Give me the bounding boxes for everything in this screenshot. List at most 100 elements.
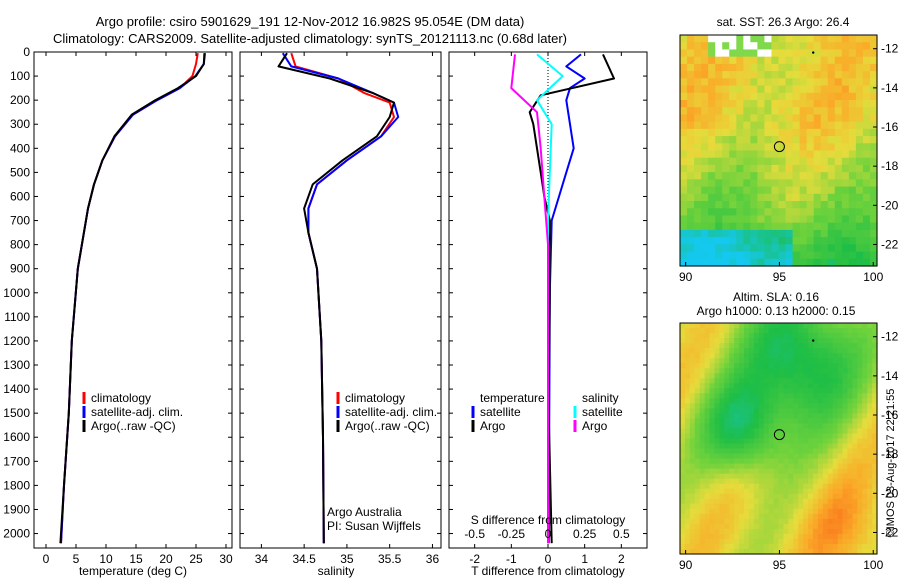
map-cell bbox=[758, 528, 765, 535]
map-cell bbox=[857, 503, 863, 510]
map-cell bbox=[724, 358, 730, 364]
map-cell bbox=[736, 251, 744, 260]
map-cell bbox=[680, 358, 686, 364]
map-cell bbox=[799, 157, 808, 166]
map-cell bbox=[822, 333, 829, 339]
map-cell bbox=[773, 483, 780, 490]
map-cell bbox=[855, 157, 864, 166]
map-cell bbox=[812, 353, 819, 359]
map-cell bbox=[680, 433, 686, 440]
map-cell bbox=[778, 358, 785, 364]
map-cell bbox=[837, 378, 844, 384]
map-cell bbox=[734, 428, 740, 435]
map-cell bbox=[820, 193, 829, 202]
map-cell bbox=[744, 388, 750, 394]
x-tick-label: -2 bbox=[469, 552, 480, 566]
map-cell bbox=[862, 503, 868, 510]
map-cell bbox=[817, 543, 824, 550]
y-tick-label: -12 bbox=[881, 42, 899, 56]
y-tick-label: -14 bbox=[881, 81, 899, 95]
map-cell bbox=[758, 373, 765, 379]
map-cell bbox=[699, 498, 706, 505]
map-cell bbox=[827, 478, 834, 485]
map-cell bbox=[793, 518, 799, 525]
map-cell bbox=[758, 483, 765, 490]
y-tick-label: 1400 bbox=[3, 382, 30, 396]
map-cell bbox=[852, 458, 858, 465]
map-cell bbox=[724, 333, 730, 339]
map-cell bbox=[773, 458, 780, 465]
map-cell bbox=[709, 413, 716, 420]
map-cell bbox=[803, 433, 809, 440]
map-cell bbox=[724, 498, 730, 505]
map-cell bbox=[808, 363, 814, 369]
map-cell bbox=[820, 258, 829, 267]
map-cell bbox=[798, 478, 804, 485]
map-cell bbox=[750, 63, 758, 72]
map-cell bbox=[837, 478, 844, 485]
map-cell bbox=[841, 56, 850, 65]
map-cell bbox=[778, 518, 785, 525]
map-cell bbox=[743, 128, 751, 137]
map-cell bbox=[834, 258, 843, 267]
map-cell bbox=[832, 333, 839, 339]
map-cell bbox=[778, 408, 785, 414]
map-cell bbox=[812, 413, 819, 420]
map-cell bbox=[793, 358, 799, 364]
map-cell bbox=[827, 398, 834, 404]
map-cell bbox=[847, 398, 853, 404]
map-cell bbox=[783, 513, 789, 520]
map-cell bbox=[694, 448, 701, 455]
map-cell bbox=[793, 513, 799, 520]
map-cell bbox=[680, 323, 686, 329]
map-cell bbox=[724, 378, 730, 384]
map-cell bbox=[708, 136, 716, 144]
map-cell bbox=[793, 493, 799, 500]
map-cell bbox=[719, 353, 725, 359]
map-cell bbox=[842, 533, 849, 540]
map-cell bbox=[869, 222, 878, 231]
map-cell bbox=[739, 458, 745, 465]
map-cell bbox=[852, 363, 858, 369]
map-cell bbox=[842, 438, 849, 445]
map-cell bbox=[867, 393, 873, 399]
map-cell bbox=[837, 468, 844, 475]
map-cell bbox=[813, 258, 822, 267]
map-cell bbox=[680, 443, 686, 450]
map-cell bbox=[806, 193, 815, 202]
map-cell bbox=[792, 222, 801, 231]
map-cell bbox=[852, 468, 858, 475]
map-cell bbox=[847, 498, 853, 505]
map-cell bbox=[768, 398, 775, 404]
map-cell bbox=[827, 333, 834, 339]
map-cell bbox=[778, 107, 787, 116]
map-cell bbox=[827, 468, 834, 475]
map-cell bbox=[739, 493, 745, 500]
map-cell bbox=[701, 56, 709, 65]
map-cell bbox=[722, 244, 730, 253]
y-tick-label: 500 bbox=[10, 165, 30, 179]
map-cell bbox=[862, 438, 868, 445]
map-cell bbox=[872, 418, 878, 425]
map-cell bbox=[862, 453, 868, 460]
map-cell bbox=[687, 121, 695, 130]
map-cell bbox=[778, 150, 787, 159]
map-cell bbox=[817, 363, 824, 369]
map-cell bbox=[832, 538, 839, 545]
map-cell bbox=[701, 237, 709, 245]
map-cell bbox=[862, 343, 868, 349]
map-cell bbox=[799, 71, 808, 79]
map-cell bbox=[788, 428, 794, 435]
map-cell bbox=[852, 518, 858, 525]
map-cell bbox=[694, 383, 701, 389]
map-cell bbox=[739, 533, 745, 540]
map-cell bbox=[837, 363, 844, 369]
map-cell bbox=[748, 333, 755, 339]
map-cell bbox=[847, 458, 853, 465]
map-cell bbox=[862, 513, 868, 520]
map-cell bbox=[704, 443, 711, 450]
map-cell bbox=[817, 418, 824, 425]
map-cell bbox=[783, 548, 789, 555]
map-cell bbox=[736, 208, 744, 217]
map-cell bbox=[722, 222, 730, 231]
